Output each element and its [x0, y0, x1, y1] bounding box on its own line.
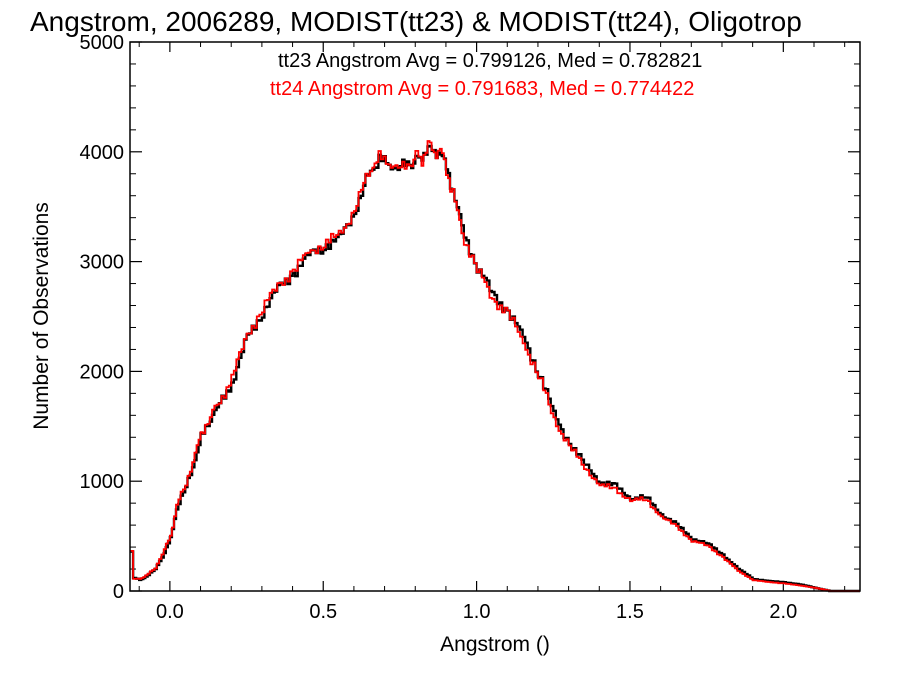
x-axis: 0.0 0.5 1.0 1.5 2.0	[138, 42, 846, 623]
x-tick-label: 0.5	[309, 601, 337, 623]
y-tick-label: 4000	[80, 142, 125, 164]
plot-frame	[129, 41, 861, 592]
y-tick-label: 2000	[80, 361, 125, 383]
series-tt24-line	[130, 140, 860, 592]
x-axis-label: Angstrom ()	[440, 633, 550, 656]
x-tick-label: 1.0	[463, 601, 491, 623]
x-tick-label: 0.0	[156, 601, 184, 623]
y-tick-label: 3000	[80, 252, 125, 274]
x-tick-label: 1.5	[616, 601, 644, 623]
y-tick-label: 1000	[80, 471, 125, 493]
y-tick-label: 5000	[80, 32, 125, 54]
y-axis-label: Number of Observations	[30, 202, 53, 430]
plot-area	[130, 140, 860, 593]
legend-annotation-tt24: tt24 Angstrom Avg = 0.791683, Med = 0.77…	[270, 78, 694, 100]
x-tick-label: 2.0	[769, 601, 797, 623]
series-tt23-line	[130, 144, 860, 593]
y-tick-label: 0	[113, 581, 124, 603]
y-axis: 0 1000 2000 3000 4000 5000	[80, 32, 860, 603]
chart-title: Angstrom, 2006289, MODIST(tt23) & MODIST…	[30, 6, 802, 37]
legend-annotation-tt23: tt23 Angstrom Avg = 0.799126, Med = 0.78…	[278, 50, 702, 72]
